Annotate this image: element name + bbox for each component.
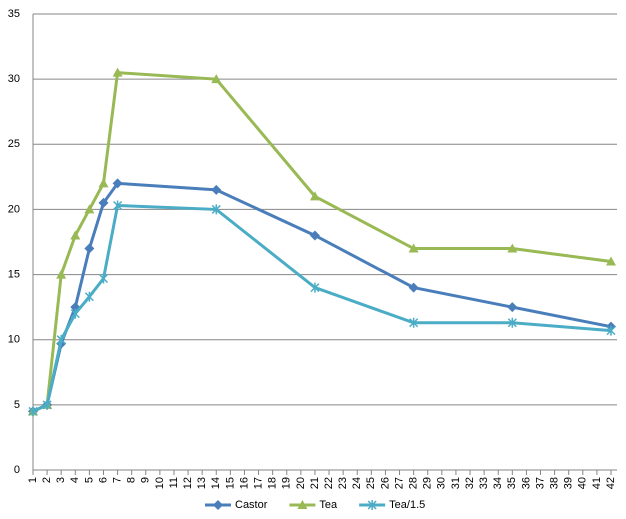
series-line xyxy=(32,181,612,413)
x-tick-label: 28 xyxy=(408,477,420,489)
data-point xyxy=(606,256,616,266)
data-point xyxy=(98,178,109,188)
x-tick-label: 27 xyxy=(393,477,405,489)
data-point xyxy=(112,67,123,77)
x-tick-label: 6 xyxy=(97,477,109,483)
x-tick-label: 18 xyxy=(267,477,279,489)
data-point xyxy=(84,243,95,254)
x-tick-label: 24 xyxy=(351,477,363,489)
y-tick-label: 30 xyxy=(8,73,20,85)
data-point xyxy=(408,282,419,293)
y-tick-label: 25 xyxy=(8,138,20,150)
x-tick-label: 37 xyxy=(534,477,546,489)
x-tick-label: 31 xyxy=(450,477,462,489)
x-tick-label: 15 xyxy=(224,477,236,489)
x-tick-label: 3 xyxy=(55,477,67,483)
x-tick-label: 34 xyxy=(492,477,504,489)
x-tick-label: 17 xyxy=(252,477,264,489)
x-tick-label: 36 xyxy=(520,477,532,489)
x-tick-label: 11 xyxy=(168,477,180,488)
data-point xyxy=(211,184,222,195)
data-point xyxy=(606,325,616,336)
data-point xyxy=(56,334,66,345)
x-tick-label: 21 xyxy=(309,477,321,489)
x-tick-label: 39 xyxy=(563,477,575,489)
data-point xyxy=(98,197,109,208)
data-point xyxy=(211,204,221,215)
data-point xyxy=(409,317,419,328)
series-line xyxy=(32,71,612,413)
data-point xyxy=(309,230,320,241)
data-point xyxy=(309,191,320,201)
legend-label: Castor xyxy=(235,499,268,511)
data-point xyxy=(507,302,518,313)
legend-marker xyxy=(367,500,377,510)
x-tick-label: 4 xyxy=(69,477,81,483)
x-tick-label: 5 xyxy=(83,477,95,483)
x-tick-label: 8 xyxy=(126,477,138,483)
x-tick-label: 42 xyxy=(605,477,617,489)
x-tick-label: 12 xyxy=(182,477,194,489)
data-point xyxy=(507,243,518,253)
data-point xyxy=(507,317,517,328)
x-tick-label: 38 xyxy=(549,477,561,489)
x-tick-label: 35 xyxy=(506,477,518,489)
x-tick-label: 40 xyxy=(577,477,589,489)
x-tick-label: 41 xyxy=(591,477,603,489)
x-tick-label: 10 xyxy=(154,477,166,489)
x-tick-label: 14 xyxy=(210,477,222,489)
x-tick-label: 2 xyxy=(41,477,53,483)
legend-marker xyxy=(297,500,308,509)
x-tick-label: 29 xyxy=(422,477,434,489)
y-tick-label: 35 xyxy=(8,8,20,20)
data-point xyxy=(28,406,38,417)
legend-label: Tea xyxy=(319,499,338,511)
x-tick-label: 26 xyxy=(379,477,391,489)
x-tick-label: 19 xyxy=(281,477,293,489)
y-tick-label: 0 xyxy=(14,464,20,476)
y-tick-label: 10 xyxy=(8,334,20,346)
x-tick-label: 9 xyxy=(140,477,152,483)
data-point xyxy=(70,230,81,240)
x-tick-label: 22 xyxy=(323,477,335,489)
legend-label: Tea/1.5 xyxy=(389,499,425,511)
data-point xyxy=(211,74,222,84)
x-tick-label: 23 xyxy=(337,477,349,489)
x-tick-label: 16 xyxy=(238,477,250,489)
y-tick-label: 20 xyxy=(8,203,20,215)
x-tick-label: 25 xyxy=(365,477,377,489)
x-tick-label: 32 xyxy=(464,477,476,489)
x-tick-label: 30 xyxy=(436,477,448,489)
data-point xyxy=(56,269,67,279)
data-point xyxy=(408,243,419,253)
data-point xyxy=(42,399,52,410)
series-line xyxy=(32,203,612,413)
x-tick-label: 13 xyxy=(196,477,208,489)
legend-marker xyxy=(213,500,223,510)
data-point xyxy=(98,273,109,284)
y-tick-label: 5 xyxy=(14,399,20,411)
x-tick-label: 20 xyxy=(295,477,307,489)
data-point xyxy=(112,178,123,189)
data-point xyxy=(113,200,123,211)
x-tick-label: 1 xyxy=(27,477,39,483)
data-point xyxy=(310,282,320,293)
x-tick-label: 33 xyxy=(478,477,490,489)
y-tick-label: 15 xyxy=(8,268,20,280)
data-point xyxy=(84,204,95,214)
data-point xyxy=(70,308,80,319)
data-point xyxy=(84,291,94,302)
x-tick-label: 7 xyxy=(111,477,123,483)
